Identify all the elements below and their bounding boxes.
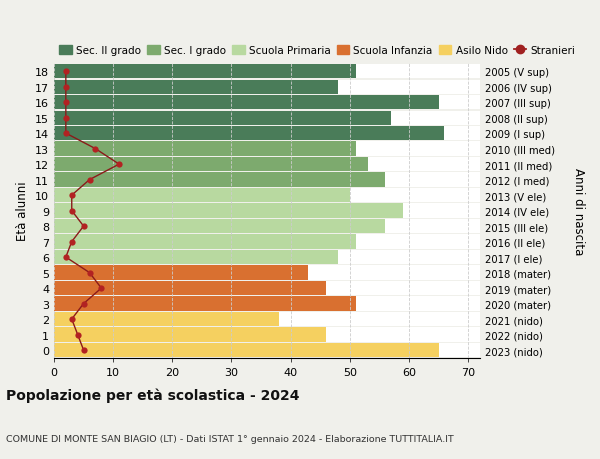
Bar: [54, 127, 445, 141]
Bar: [54, 281, 326, 296]
Bar: [54, 235, 480, 249]
Bar: [54, 157, 368, 172]
Bar: [54, 312, 480, 326]
Bar: [54, 266, 480, 280]
Bar: [54, 281, 480, 296]
Bar: [54, 297, 356, 311]
Bar: [54, 219, 385, 234]
Bar: [54, 266, 308, 280]
Text: COMUNE DI MONTE SAN BIAGIO (LT) - Dati ISTAT 1° gennaio 2024 - Elaborazione TUTT: COMUNE DI MONTE SAN BIAGIO (LT) - Dati I…: [6, 434, 454, 442]
Y-axis label: Anni di nascita: Anni di nascita: [572, 168, 584, 255]
Bar: [54, 343, 480, 358]
Bar: [54, 312, 279, 326]
Bar: [54, 157, 480, 172]
Bar: [54, 251, 338, 265]
Bar: [54, 343, 439, 358]
Bar: [54, 204, 480, 218]
Bar: [54, 219, 480, 234]
Bar: [54, 80, 338, 95]
Bar: [54, 189, 480, 203]
Bar: [54, 204, 403, 218]
Bar: [54, 251, 480, 265]
Bar: [54, 142, 480, 157]
Bar: [54, 96, 480, 110]
Bar: [54, 111, 480, 125]
Bar: [54, 297, 480, 311]
Bar: [54, 65, 356, 79]
Bar: [54, 328, 480, 342]
Bar: [54, 127, 480, 141]
Bar: [54, 96, 439, 110]
Bar: [54, 173, 385, 187]
Legend: Sec. II grado, Sec. I grado, Scuola Primaria, Scuola Infanzia, Asilo Nido, Stran: Sec. II grado, Sec. I grado, Scuola Prim…: [59, 46, 575, 56]
Bar: [54, 189, 350, 203]
Y-axis label: Età alunni: Età alunni: [16, 181, 29, 241]
Bar: [54, 65, 480, 79]
Bar: [54, 142, 356, 157]
Bar: [54, 328, 326, 342]
Bar: [54, 80, 480, 95]
Bar: [54, 111, 391, 125]
Bar: [54, 173, 480, 187]
Text: Popolazione per età scolastica - 2024: Popolazione per età scolastica - 2024: [6, 388, 299, 403]
Bar: [54, 235, 356, 249]
